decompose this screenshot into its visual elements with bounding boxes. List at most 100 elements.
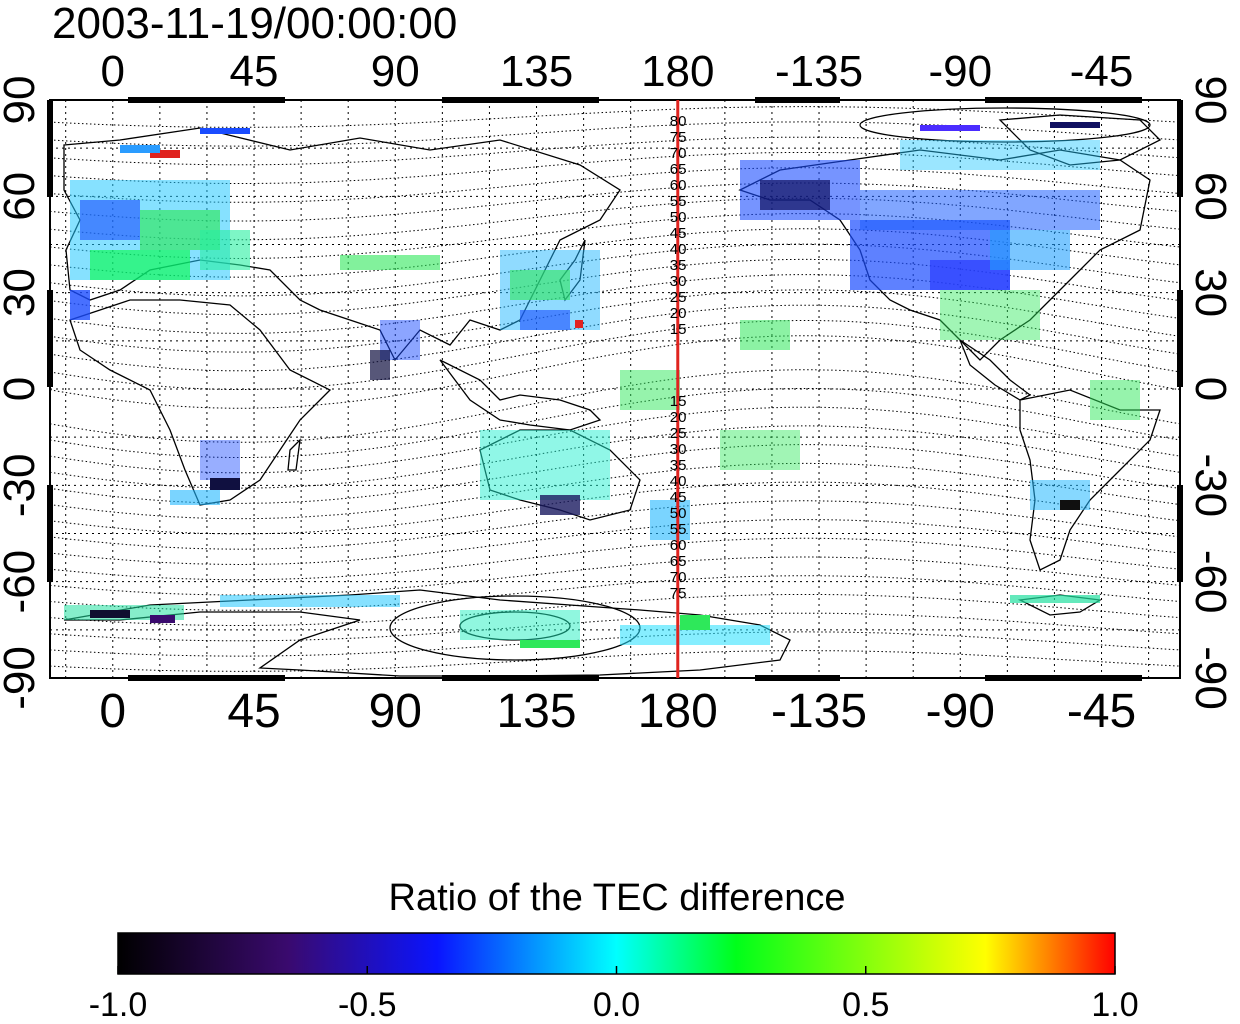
y-tick-right-label: 60 [1186,172,1235,221]
x-tick-bottom-label: -135 [771,685,867,738]
colorbar-tick-label: -1.0 [89,986,148,1024]
y-tick-right-label: 90 [1186,76,1235,125]
y-tick-left-label: 60 [0,172,44,221]
y-tick-right-label: -30 [1186,454,1235,518]
contour-line [50,631,1180,657]
contour-line [50,274,1180,334]
contour-line [50,304,1180,372]
contour-line [50,481,1180,535]
coast-greenland [998,114,1162,166]
contour-line [50,575,1180,611]
contour-line [50,519,1180,566]
x-tick-bottom-label: -45 [1067,685,1136,738]
contour-line [50,388,1180,458]
contour-label-north: 75 [670,129,687,146]
contour-label-north: 30 [670,273,687,290]
x-tick-bottom-label: 0 [99,685,126,738]
y-tick-left-label: 30 [0,268,44,317]
x-tick-top-label: 180 [641,47,714,96]
coast-antarctica [63,589,791,677]
contour-label-north: 50 [670,209,687,226]
contour-label-north: 25 [670,289,687,306]
contour-line [50,152,1180,184]
contour-line [50,594,1180,626]
coast-madagascar [287,438,301,471]
x-tick-bottom-label: 135 [496,685,576,738]
y-tick-left-label: -90 [0,646,44,710]
contour-line [50,258,1180,316]
contour-label-south: 45 [670,489,687,506]
contour-line [50,320,1180,390]
contour-labels: 8075706560555045403530252015152025303540… [670,113,687,602]
tec-ratio-cells [64,122,1140,648]
plot-title: 2003-11-19/00:00:00 [52,0,457,48]
contour-line [50,444,1180,504]
coast-africa [69,299,332,506]
x-tick-top-label: 90 [371,47,420,96]
x-tick-bottom-label: -90 [926,685,995,738]
contour-label-north: 20 [670,305,687,322]
contour-line [50,537,1180,581]
x-tick-bottom-label: 180 [638,685,718,738]
y-axis-left-ticks: 90 60 30 0 -30 -60 -90 [0,76,44,710]
contour-label-south: 30 [670,441,687,458]
y-tick-right-label: -60 [1186,550,1235,614]
y-tick-right-label: -90 [1186,646,1235,710]
contour-label-south: 65 [670,553,687,570]
contour-label-south: 70 [670,569,687,586]
contour-label-south: 50 [670,505,687,522]
x-tick-top-label: 135 [500,47,573,96]
contour-line [50,406,1180,474]
contour-line [50,612,1180,642]
contour-label-south: 60 [670,537,687,554]
contour-label-south: 35 [670,457,687,474]
y-axis-right-ticks: 90 60 30 0 -30 -60 -90 [1186,76,1235,710]
contour-line [50,121,1180,147]
contour-label-north: 65 [670,161,687,178]
contour-line [50,462,1180,520]
contour-label-south: 15 [670,393,687,410]
contour-label-south: 75 [670,585,687,602]
x-axis-top-ticks: 0 45 90 135 180 -135 -90 -45 [101,47,1134,96]
contour-label-north: 55 [670,193,687,210]
contour-line [50,106,1180,128]
x-tick-bottom-label: 45 [227,685,280,738]
coast-arctic-ring [859,107,1151,143]
colorbar-title: Ratio of the TEC difference [389,877,846,919]
colorbar-tick-label: 0.0 [593,986,640,1024]
contour-line [50,650,1180,672]
colorbar-tick-label: 1.0 [1091,986,1138,1024]
x-tick-top-label: -135 [775,47,863,96]
contour-line [50,182,1180,222]
x-axis-bottom-ticks: 0 45 90 135 180 -135 -90 -45 [99,685,1136,738]
x-tick-top-label: 0 [101,47,125,96]
x-tick-top-label: 45 [230,47,279,96]
x-tick-top-label: -90 [928,47,992,96]
contour-label-south: 20 [670,409,687,426]
contour-line [50,335,1180,409]
contour-label-north: 70 [670,145,687,162]
y-tick-right-label: 30 [1186,268,1235,317]
y-tick-left-label: 90 [0,76,44,125]
contour-line [50,289,1180,353]
x-tick-bottom-label: 90 [369,685,422,738]
contour-label-north: 45 [670,225,687,242]
colorbar-ticks: -1.0 -0.5 0.0 0.5 1.0 [89,966,1139,1024]
contour-line [50,243,1180,297]
colorbar-tick-label: 0.5 [842,986,889,1024]
contour-label-north: 40 [670,241,687,258]
y-tick-right-label: 0 [1186,377,1235,401]
y-tick-left-label: -30 [0,454,44,518]
contour-label-south: 25 [670,425,687,442]
contour-line [50,500,1180,550]
coast-southeast-asia [439,359,602,431]
y-tick-left-label: 0 [0,377,44,401]
colorbar-tick-label: -0.5 [338,986,397,1024]
contour-label-north: 15 [670,321,687,338]
contour-label-north: 60 [670,177,687,194]
contour-label-north: 80 [670,113,687,130]
contour-line [50,167,1180,203]
x-tick-top-label: -45 [1070,47,1134,96]
contour-label-south: 40 [670,473,687,490]
